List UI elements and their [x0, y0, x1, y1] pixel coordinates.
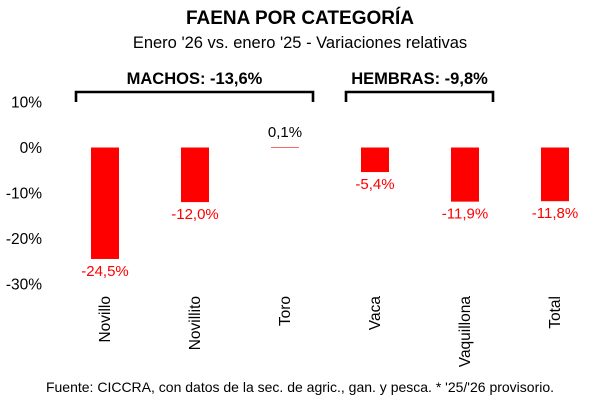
group-brackets: MACHOS: -13,6% HEMBRAS: -9,8% — [74, 70, 495, 102]
data-label: -11,9% — [442, 206, 488, 223]
data-label: -5,4% — [355, 176, 394, 193]
category-label: Vaquillona — [457, 296, 474, 368]
chart-title: FAENA POR CATEGORÍA — [186, 7, 414, 29]
source-footnote: Fuente: CICCRA, con datos de la sec. de … — [46, 379, 554, 395]
y-tick-label: 0% — [20, 140, 43, 157]
bar-vaquillona — [451, 147, 479, 202]
category-label: Total — [547, 296, 564, 329]
y-tick-label: -10% — [6, 186, 42, 203]
bar-novillito — [181, 147, 209, 203]
category-labels: Novillo Novillito Toro Vaca Vaquillona Total — [97, 296, 564, 368]
bars — [91, 147, 569, 259]
bar-novillo — [91, 147, 119, 259]
category-label: Novillito — [187, 296, 204, 350]
data-label: 0,1% — [268, 124, 302, 141]
data-label: -11,8% — [532, 205, 578, 222]
category-label: Toro — [277, 296, 294, 326]
y-tick-label: -30% — [6, 277, 42, 294]
bar-total — [541, 147, 569, 202]
group-label: HEMBRAS: -9,8% — [351, 70, 488, 88]
category-label: Vaca — [367, 296, 384, 331]
y-axis: 10% 0% -10% -20% -30% — [6, 95, 42, 294]
data-label: -12,0% — [171, 206, 219, 223]
data-labels: -24,5% -12,0% 0,1% -5,4% -11,9% -11,8% — [81, 124, 578, 280]
group-bracket — [74, 90, 315, 102]
group-label: MACHOS: -13,6% — [127, 70, 263, 88]
data-label: -24,5% — [81, 263, 129, 280]
bar-vaca — [361, 147, 389, 173]
bar-toro — [271, 147, 299, 148]
group-bracket — [344, 90, 495, 102]
y-tick-label: -20% — [6, 231, 42, 248]
y-tick-label: 10% — [11, 95, 42, 112]
chart-subtitle: Enero '26 vs. enero '25 - Variaciones re… — [133, 34, 467, 52]
category-label: Novillo — [97, 296, 114, 343]
